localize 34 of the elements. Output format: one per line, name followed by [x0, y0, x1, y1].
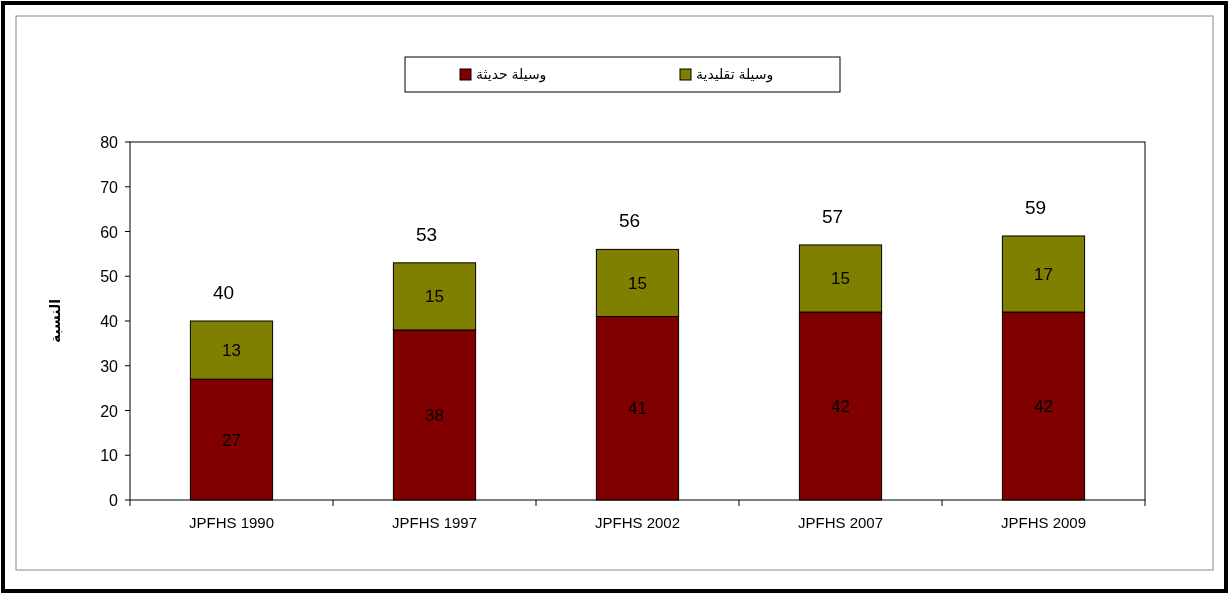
y-tick-label: 60: [100, 223, 119, 241]
legend-label: وسيلة حديثة: [476, 66, 547, 83]
data-label: 42: [1034, 397, 1053, 417]
y-axis-title: النسبة: [47, 298, 63, 344]
data-label: 27: [222, 430, 241, 450]
data-label: 15: [628, 273, 647, 293]
total-label: 56: [618, 210, 641, 232]
y-tick-label: 0: [109, 492, 119, 509]
y-tick-label: 20: [100, 402, 119, 420]
data-label: 38: [425, 405, 444, 425]
y-tick-label: 10: [100, 447, 119, 465]
data-label: 41: [628, 399, 647, 419]
x-tick-label: JPFHS 1997: [391, 514, 478, 531]
x-tick-label: JPFHS 2002: [594, 514, 681, 531]
data-label: 15: [831, 269, 850, 289]
y-tick-label: 30: [100, 357, 119, 375]
total-label: 59: [1024, 196, 1047, 218]
data-label: 15: [425, 287, 444, 307]
y-tick-label: 40: [100, 313, 119, 330]
legend-item: وسيلة حديثة: [459, 66, 547, 82]
y-tick-label: 80: [100, 134, 119, 151]
data-label: 17: [1034, 265, 1053, 285]
legend-item: وسيلة تقليدية: [679, 66, 774, 82]
y-tick-label: 70: [100, 178, 119, 196]
x-tick-label: JPFHS 2009: [1000, 514, 1087, 531]
x-tick-label: JPFHS 1990: [188, 514, 275, 531]
data-label: 42: [831, 397, 850, 417]
x-tick-label: JPFHS 2007: [797, 514, 884, 531]
total-label: 57: [821, 205, 844, 227]
total-label: 53: [415, 223, 438, 245]
legend-label: وسيلة تقليدية: [696, 66, 774, 83]
y-tick-label: 50: [100, 268, 119, 286]
data-label: 13: [222, 341, 241, 361]
total-label: 40: [212, 282, 235, 303]
